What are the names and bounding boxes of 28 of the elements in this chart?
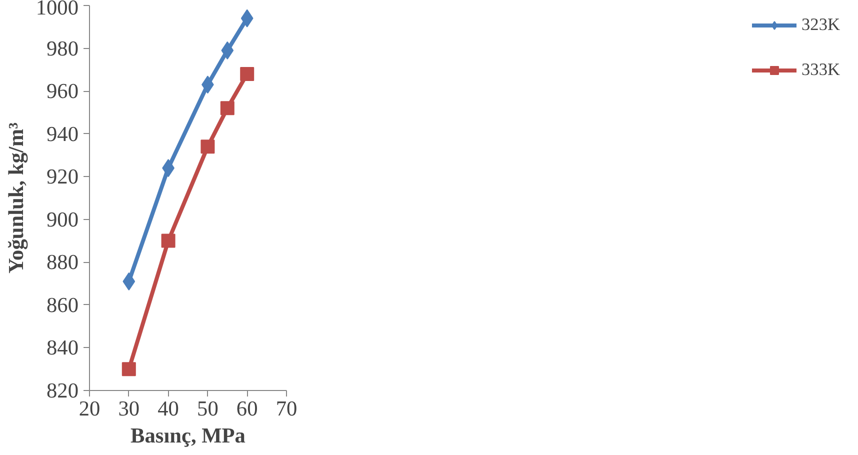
- x-tick-label: 60: [236, 396, 258, 420]
- point: [221, 41, 234, 60]
- point: [220, 101, 234, 116]
- point: [240, 9, 254, 28]
- x-tick-label: 30: [118, 396, 140, 420]
- y-tick-label: 900: [46, 207, 79, 232]
- point: [122, 272, 136, 290]
- point: [200, 140, 215, 154]
- y-tick-label: 880: [46, 250, 79, 274]
- point: [161, 234, 176, 248]
- legend-label: 323K: [801, 15, 840, 35]
- x-tick-label: 20: [78, 396, 100, 420]
- y-tick-label: 860: [46, 292, 79, 317]
- legend-label: 333K: [801, 60, 840, 80]
- y-tick-label: 1000: [36, 0, 78, 20]
- x-tick-label: 40: [158, 396, 179, 420]
- y-tick-label: 840: [46, 336, 79, 360]
- y-tick-label: 980: [46, 36, 79, 60]
- y-tick-label: 940: [46, 122, 79, 146]
- x-tick-label: 70: [276, 396, 298, 420]
- x-tick-label: 50: [197, 396, 218, 420]
- point: [122, 362, 136, 376]
- y-axis-title: Yoğunluk, kg/m³: [4, 122, 28, 274]
- y-tick-label: 820: [46, 378, 79, 402]
- x-axis-title: Basınç, MPa: [130, 424, 246, 448]
- y-tick-label: 960: [46, 79, 79, 104]
- point: [240, 66, 254, 81]
- y-tick-label: 920: [46, 164, 79, 189]
